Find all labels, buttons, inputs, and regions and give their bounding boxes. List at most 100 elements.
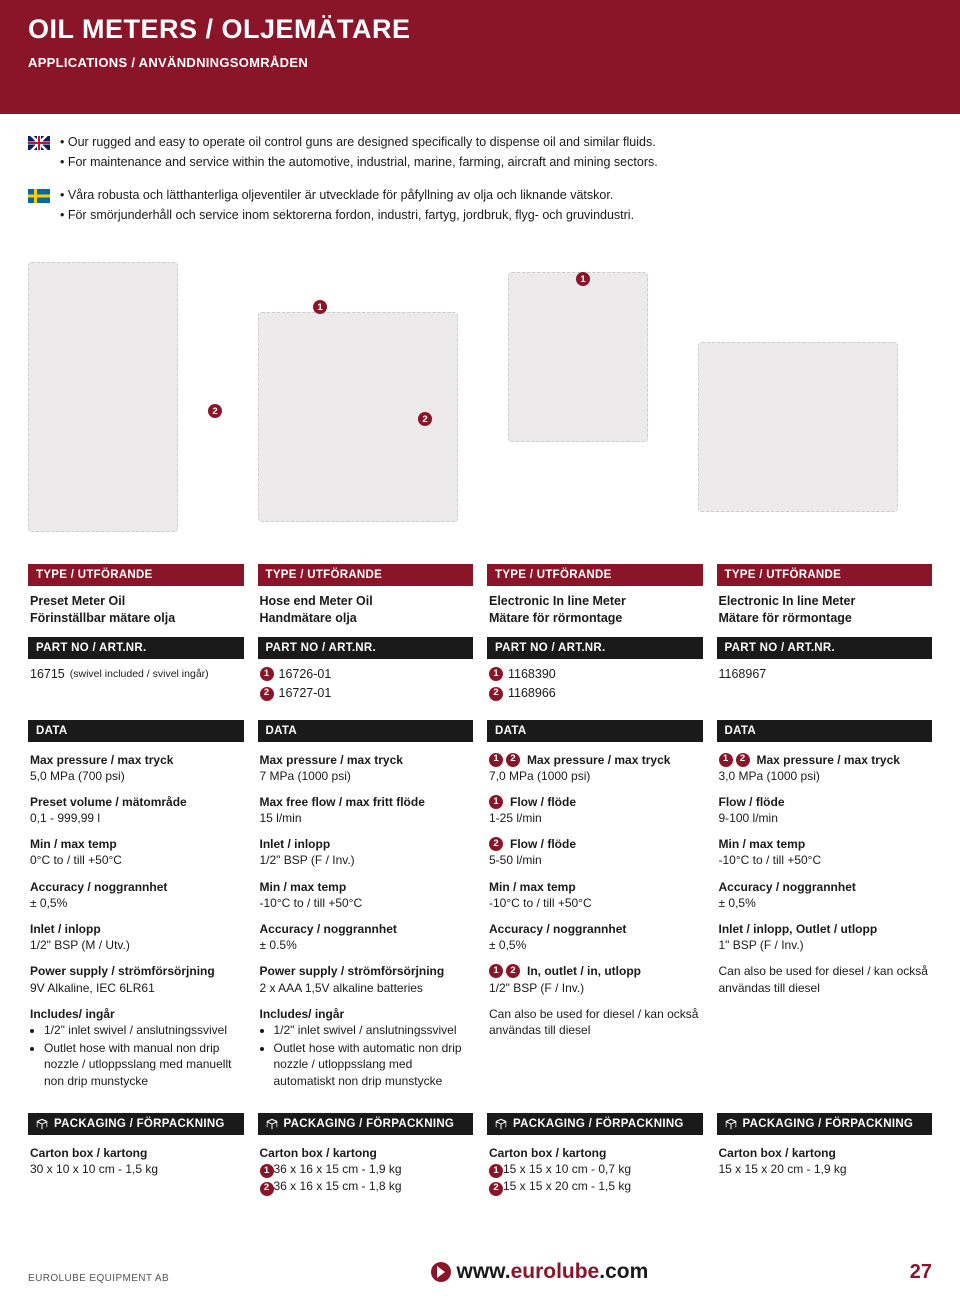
pkg-col-3: PACKAGING / FÖRPACKNING Carton box / kar… <box>717 1113 933 1220</box>
data-value: 0°C to / till +50°C <box>30 852 242 868</box>
pkg-dim: 30 x 10 x 10 cm - 1,5 kg <box>30 1162 158 1176</box>
data-label: Preset volume / mätområde <box>30 794 187 810</box>
callout-badge: 2 <box>208 404 222 418</box>
data-label: Flow / flöde <box>510 794 576 810</box>
data-group: 12Max pressure / max tryck3,0 MPa (1000 … <box>719 752 931 784</box>
intro-en: • Our rugged and easy to operate oil con… <box>28 134 932 173</box>
type-row: TYPE / UTFÖRANDE Preset Meter OilFörinst… <box>0 564 960 637</box>
data-col-0: DATA Max pressure / max tryck5,0 MPa (70… <box>28 720 244 1113</box>
pkg-label: Carton box / kartong <box>719 1145 931 1161</box>
data-list-item: 1/2" inlet swivel / anslutningssvivel <box>44 1022 242 1038</box>
pkg-dim: 36 x 16 x 15 cm - 1,8 kg <box>274 1179 402 1193</box>
data-value: 9-100 l/min <box>719 810 931 826</box>
partno-col-2: PART NO / ART.NR. 1 116839021168966 <box>487 637 703 720</box>
url-text: www.eurolube.com <box>457 1260 649 1284</box>
pkg-line: 115 x 15 x 10 cm - 0,7 kg <box>489 1161 701 1178</box>
part-number: 16727-01 <box>279 684 332 703</box>
part-number: 16715 <box>30 665 65 684</box>
product-photo-4 <box>698 342 898 512</box>
pkg-line: 136 x 16 x 15 cm - 1,9 kg <box>260 1161 472 1178</box>
data-list-item: Outlet hose with manual non drip nozzle … <box>44 1040 242 1089</box>
data-group: Inlet / inlopp1/2" BSP (M / Utv.) <box>30 921 242 953</box>
pkg-label: Carton box / kartong <box>260 1145 472 1161</box>
data-label: Min / max temp <box>260 879 347 895</box>
type-band: TYPE / UTFÖRANDE <box>487 564 703 586</box>
data-value: 9V Alkaline, IEC 6LR61 <box>30 980 242 996</box>
data-group: Accuracy / noggrannhet± 0,5% <box>719 879 931 911</box>
part-row-item: 16715 (swivel included / svivel ingår) <box>30 665 242 684</box>
data-value: ± 0,5% <box>30 895 242 911</box>
part-row-item: 21168966 <box>489 684 701 703</box>
data-plain: Can also be used for diesel / kan också … <box>489 1006 701 1038</box>
pkg-col-0: PACKAGING / FÖRPACKNING Carton box / kar… <box>28 1113 244 1220</box>
num-badge: 2 <box>506 753 520 767</box>
data-body: 12Max pressure / max tryck7,0 MPa (1000 … <box>487 742 703 1063</box>
pkg-label: Carton box / kartong <box>30 1145 242 1161</box>
data-group: Accuracy / noggrannhet± 0,5% <box>489 921 701 953</box>
pkg-band: PACKAGING / FÖRPACKNING <box>258 1113 474 1135</box>
intro-en-line-1: • Our rugged and easy to operate oil con… <box>60 134 658 152</box>
partno-band: PART NO / ART.NR. <box>28 637 244 659</box>
num-badge: 1 <box>719 753 733 767</box>
pkg-line: 215 x 15 x 20 cm - 1,5 kg <box>489 1178 701 1195</box>
data-group: Includes/ ingår1/2" inlet swivel / anslu… <box>260 1006 472 1089</box>
data-col-3: DATA 12Max pressure / max tryck3,0 MPa (… <box>717 720 933 1113</box>
type-band: TYPE / UTFÖRANDE <box>28 564 244 586</box>
data-label: Power supply / strömförsörjning <box>30 963 215 979</box>
type-name: Preset Meter OilFörinställbar mätare olj… <box>28 586 244 637</box>
page: OIL METERS / OLJEMÄTARE APPLICATIONS / A… <box>0 0 960 1300</box>
data-value: 1-25 l/min <box>489 810 701 826</box>
package-icon <box>266 1118 278 1130</box>
data-label: Accuracy / noggrannhet <box>30 879 167 895</box>
partno-band: PART NO / ART.NR. <box>487 637 703 659</box>
data-value: 2 x AAA 1,5V alkaline batteries <box>260 980 472 996</box>
part-number: 1168390 <box>508 665 556 684</box>
data-value: 7 MPa (1000 psi) <box>260 768 472 784</box>
callout-badge: 1 <box>576 272 590 286</box>
data-label: Accuracy / noggrannhet <box>489 921 626 937</box>
data-label: Flow / flöde <box>719 794 785 810</box>
partno-list: 116726-01216727-01 <box>258 659 474 720</box>
data-col-2: DATA 12Max pressure / max tryck7,0 MPa (… <box>487 720 703 1113</box>
pkg-line: 236 x 16 x 15 cm - 1,8 kg <box>260 1178 472 1195</box>
part-row-item: 1 1168390 <box>489 665 701 684</box>
num-badge: 2 <box>489 687 503 701</box>
data-value: 1/2" BSP (F / Inv.) <box>260 852 472 868</box>
pkg-dim: 15 x 15 x 20 cm - 1,9 kg <box>719 1162 847 1176</box>
partno-col-1: PART NO / ART.NR. 116726-01216727-01 <box>258 637 474 720</box>
num-badge: 1 <box>489 1164 503 1178</box>
data-group: Min / max temp-10°C to / till +50°C <box>260 879 472 911</box>
type-band: TYPE / UTFÖRANDE <box>717 564 933 586</box>
data-body: 12Max pressure / max tryck3,0 MPa (1000 … <box>717 742 933 1020</box>
data-label: In, outlet / in, utlopp <box>527 963 641 979</box>
data-group: Min / max temp-10°C to / till +50°C <box>489 879 701 911</box>
part-row-item: 116726-01 <box>260 665 472 684</box>
intro-sv-line-2: • För smörjunderhåll och service inom se… <box>60 207 634 225</box>
partno-col-3: PART NO / ART.NR. 1168967 <box>717 637 933 720</box>
footer-url: www.eurolube.com <box>431 1260 649 1284</box>
product-photo-1 <box>28 262 178 532</box>
data-label: Power supply / strömförsörjning <box>260 963 445 979</box>
pkg-body: Carton box / kartong15 x 15 x 20 cm - 1,… <box>717 1135 933 1201</box>
data-group: Accuracy / noggrannhet± 0,5% <box>30 879 242 911</box>
package-icon <box>725 1118 737 1130</box>
pkg-body: Carton box / kartong115 x 15 x 10 cm - 0… <box>487 1135 703 1220</box>
intro-sv-text: • Våra robusta och lätthanterliga oljeve… <box>60 187 634 226</box>
data-value: 7,0 MPa (1000 psi) <box>489 768 701 784</box>
page-title: OIL METERS / OLJEMÄTARE <box>28 14 932 45</box>
data-value: -10°C to / till +50°C <box>260 895 472 911</box>
data-label: Flow / flöde <box>510 836 576 852</box>
type-name: Hose end Meter OilHandmätare olja <box>258 586 474 637</box>
data-label: Min / max temp <box>30 836 117 852</box>
data-group: Accuracy / noggrannhet± 0.5% <box>260 921 472 953</box>
num-badge: 2 <box>736 753 750 767</box>
pkg-band: PACKAGING / FÖRPACKNING <box>487 1113 703 1135</box>
partno-row: PART NO / ART.NR. 16715 (swivel included… <box>0 637 960 720</box>
footer-company: EUROLUBE EQUIPMENT AB <box>28 1273 169 1284</box>
data-band: DATA <box>487 720 703 742</box>
data-group: Preset volume / mätområde0,1 - 999,99 l <box>30 794 242 826</box>
num-badge: 1 <box>489 667 503 681</box>
data-body: Max pressure / max tryck7 MPa (1000 psi)… <box>258 742 474 1113</box>
pkg-line: 15 x 15 x 20 cm - 1,9 kg <box>719 1161 931 1177</box>
data-band: DATA <box>717 720 933 742</box>
